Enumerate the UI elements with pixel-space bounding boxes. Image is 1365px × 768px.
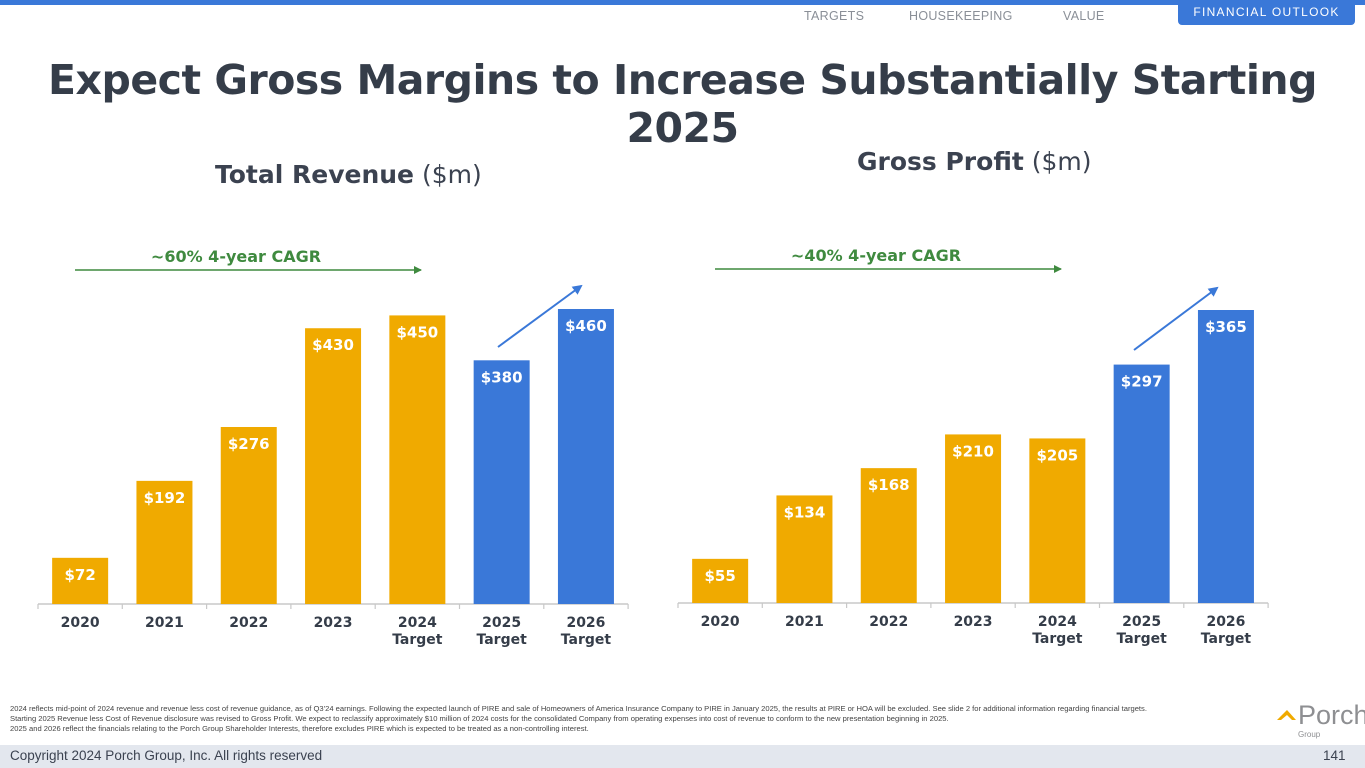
- revenue-data-label: $460: [565, 317, 607, 335]
- revenue-cagr-label: ~60% 4-year CAGR: [151, 247, 321, 266]
- gross-profit-bar-2021: [776, 495, 833, 603]
- gross-profit-chart-unit: ($m): [1031, 147, 1092, 176]
- page-number: 141: [1323, 748, 1346, 763]
- gross-profit-category-label: 2026: [1206, 614, 1245, 630]
- revenue-category-label: Target: [561, 632, 612, 648]
- revenue-chart-unit: ($m): [421, 160, 482, 189]
- revenue-category-label: 2023: [314, 615, 353, 631]
- revenue-category-label: 2022: [229, 615, 268, 631]
- revenue-data-label: $192: [144, 489, 186, 507]
- logo-subtext: Group: [1298, 730, 1321, 739]
- gross-profit-category-label: 2025: [1122, 614, 1161, 630]
- gross-profit-bar-2022: [860, 468, 917, 603]
- charts-canvas: $722020$1922021$2762022$4302023$4502024T…: [37, 246, 1269, 648]
- copyright-text: Copyright 2024 Porch Group, Inc. All rig…: [10, 748, 323, 763]
- revenue-bar-2024-target: [389, 315, 446, 604]
- revenue-category-label: 2025: [482, 615, 521, 631]
- gross-profit-data-label: $55: [704, 567, 735, 585]
- gross-profit-data-label: $365: [1205, 318, 1247, 336]
- footer-bar: [0, 745, 1365, 768]
- gross-profit-bar-2025-target: [1113, 364, 1170, 603]
- revenue-category-label: Target: [392, 632, 443, 648]
- revenue-chart-title-text: Total Revenue: [215, 160, 415, 189]
- gross-profit-data-label: $205: [1036, 446, 1078, 464]
- revenue-category-label: 2026: [566, 615, 605, 631]
- gross-profit-data-label: $297: [1121, 373, 1163, 391]
- gross-profit-category-label: Target: [1116, 631, 1167, 647]
- porch-group-logo: Porch Group: [1276, 700, 1365, 742]
- revenue-category-label: 2021: [145, 615, 184, 631]
- gross-profit-data-label: $210: [952, 442, 994, 460]
- gross-profit-data-label: $134: [784, 503, 826, 521]
- gross-profit-chart-title-text: Gross Profit: [857, 147, 1024, 176]
- nav-item-financial-outlook[interactable]: FINANCIAL OUTLOOK: [1178, 0, 1355, 25]
- revenue-bar-2026-target: [557, 309, 614, 604]
- revenue-data-label: $72: [64, 566, 95, 584]
- gross-profit-category-label: 2020: [701, 614, 740, 630]
- gross-profit-bar-2023: [945, 434, 1002, 603]
- revenue-data-label: $276: [228, 435, 270, 453]
- gross-profit-bar-2026-target: [1197, 310, 1254, 603]
- logo-wordmark: Porch: [1298, 700, 1365, 730]
- footnotes: 2024 reflects mid-point of 2024 revenue …: [10, 704, 1240, 734]
- revenue-bar-2025-target: [473, 360, 530, 604]
- gross-profit-category-label: 2023: [954, 614, 993, 630]
- gross-profit-chart-title: Gross Profit ($m): [857, 147, 1092, 176]
- revenue-data-label: $430: [312, 336, 354, 354]
- gross-profit-chart: $552020$1342021$1682022$2102023$2052024T…: [677, 246, 1269, 647]
- footnote-1: 2024 reflects mid-point of 2024 revenue …: [10, 704, 1147, 713]
- gross-profit-category-label: 2022: [869, 614, 908, 630]
- revenue-chart-title: Total Revenue ($m): [215, 160, 482, 189]
- gross-profit-trend-arrow: [1133, 286, 1219, 351]
- revenue-bar-2022: [220, 427, 277, 604]
- footnote-2: Starting 2025 Revenue less Cost of Reven…: [10, 714, 949, 723]
- gross-profit-bar-2024-target: [1029, 438, 1086, 603]
- revenue-data-label: $450: [396, 323, 438, 341]
- revenue-trend-arrow: [497, 284, 583, 348]
- top-accent-bar: [0, 0, 1365, 5]
- revenue-bar-2021: [136, 480, 193, 604]
- roof-icon: [1277, 710, 1296, 720]
- revenue-category-label: 2024: [398, 615, 437, 631]
- gross-profit-category-label: 2024: [1038, 614, 1077, 630]
- nav-item-value[interactable]: VALUE: [1063, 9, 1105, 23]
- slide-title: Expect Gross Margins to Increase Substan…: [48, 56, 1317, 152]
- nav-item-targets[interactable]: TARGETS: [804, 9, 865, 23]
- gross-profit-bar-2020: [692, 558, 749, 603]
- gross-profit-cagr-label: ~40% 4-year CAGR: [791, 246, 961, 265]
- revenue-category-label: 2020: [61, 615, 100, 631]
- gross-profit-category-label: 2021: [785, 614, 824, 630]
- revenue-data-label: $380: [481, 368, 523, 386]
- gross-profit-category-label: Target: [1032, 631, 1083, 647]
- nav-item-housekeeping[interactable]: HOUSEKEEPING: [909, 9, 1013, 23]
- gross-profit-data-label: $168: [868, 476, 910, 494]
- revenue-category-label: Target: [476, 632, 527, 648]
- revenue-chart: $722020$1922021$2762022$4302023$4502024T…: [37, 247, 629, 648]
- revenue-bar-2020: [52, 557, 109, 604]
- footnote-3: 2025 and 2026 reflect the financials rel…: [10, 724, 589, 733]
- revenue-bar-2023: [305, 328, 362, 604]
- gross-profit-category-label: Target: [1201, 631, 1252, 647]
